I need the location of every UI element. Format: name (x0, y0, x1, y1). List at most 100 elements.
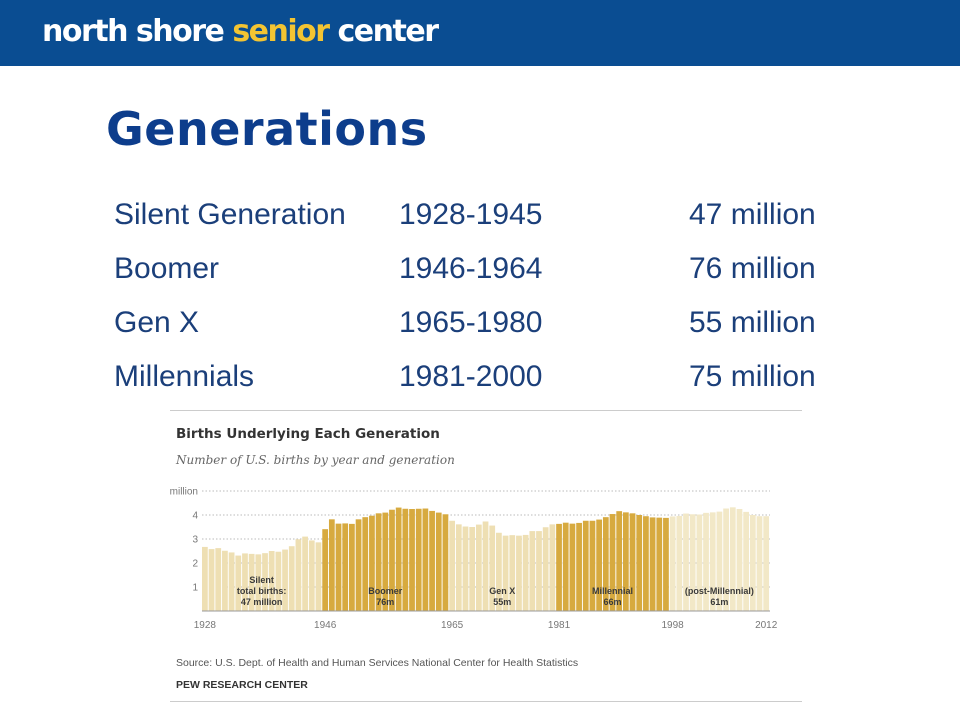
bar-1945 (315, 542, 322, 611)
bar-1971 (489, 525, 496, 611)
bar-1994 (643, 516, 649, 611)
chart-plot: 1 2 3 4 5 million 1928 1946 1965 1981 1998 2012 Sil… (170, 487, 778, 632)
chart-source: Source: U.S. Dept. of Health and Human S… (176, 657, 579, 669)
chart-credit: PEW RESEARCH CENTER (176, 679, 308, 691)
bar-1964 (442, 514, 449, 611)
bar-2008 (736, 509, 743, 611)
x-tick-label: 1965 (441, 620, 464, 631)
bar-1982 (562, 522, 569, 611)
generation-years: 1928-1945 (399, 198, 543, 231)
generation-name: Gen X (114, 306, 200, 339)
bar-2011 (756, 516, 763, 611)
bar-1954 (375, 513, 382, 611)
bar-1967 (462, 526, 469, 611)
bar-1970 (482, 521, 489, 611)
generation-name: Millennials (114, 360, 255, 393)
logo-word-north-shore: north shore (42, 14, 233, 49)
series-label-line: Silent (249, 575, 274, 585)
bar-1932 (228, 552, 235, 611)
bar-2010 (749, 515, 756, 611)
bar-2006 (723, 508, 729, 611)
bar-1949 (342, 523, 349, 611)
bar-1978 (536, 531, 542, 611)
bar-1981 (556, 523, 562, 611)
bar-1929 (208, 549, 215, 611)
bar-1957 (395, 507, 402, 611)
x-tick-label: 1928 (194, 620, 217, 631)
bar-1987 (596, 519, 603, 611)
generation-count: 47 million (689, 198, 816, 231)
bar-2000 (683, 513, 689, 611)
bar-1931 (222, 550, 228, 611)
bar-1939 (275, 551, 282, 611)
series-label-line: (post-Millennial) (685, 586, 754, 596)
bar-1966 (455, 524, 462, 611)
bar-1980 (549, 524, 556, 611)
bar-1965 (449, 520, 455, 611)
bar-1934 (242, 553, 248, 611)
bar-1941 (288, 546, 295, 611)
generation-years: 1965-1980 (399, 306, 543, 339)
bar-1959 (409, 509, 415, 611)
generation-count: 75 million (689, 360, 816, 393)
bar-1928 (202, 546, 208, 611)
y-tick-label: 4 (192, 511, 198, 522)
bar-1955 (382, 512, 389, 611)
generation-years: 1981-2000 (399, 360, 543, 393)
generation-count: 76 million (689, 252, 816, 285)
bar-1972 (496, 532, 502, 611)
series-label-line: Gen X (489, 586, 515, 596)
bar-2001 (689, 514, 696, 611)
bar-1937 (262, 553, 268, 611)
series-label-line: total births: (237, 586, 286, 596)
y-tick-label: 3 (192, 535, 198, 546)
births-chart: Births Underlying Each Generation Number… (170, 405, 802, 705)
generation-count: 55 million (689, 306, 816, 339)
bar-1958 (402, 508, 409, 611)
bar-1943 (302, 536, 308, 611)
x-tick-label: 1981 (548, 620, 571, 631)
y-tick-label: 5 million (170, 487, 198, 498)
generation-name: Boomer (114, 252, 220, 285)
bar-1985 (582, 520, 589, 611)
bar-2005 (716, 511, 723, 611)
bar-1996 (656, 517, 663, 611)
bar-1999 (676, 515, 683, 611)
bar-1938 (268, 551, 275, 611)
bar-2007 (729, 507, 736, 611)
bar-1946 (322, 529, 329, 611)
bar-1944 (308, 540, 315, 611)
bar-1930 (215, 548, 222, 611)
y-tick-label: 2 (192, 559, 198, 570)
bar-1968 (469, 527, 476, 611)
bar-1993 (636, 515, 643, 611)
logo-word-senior: senior (232, 14, 330, 49)
bar-1997 (663, 517, 669, 611)
logo-word-center: center (328, 14, 439, 49)
bar-1992 (629, 513, 636, 611)
bar-1977 (529, 531, 536, 611)
bar-1995 (649, 517, 656, 611)
bar-1942 (295, 539, 302, 611)
generation-years: 1946-1964 (399, 252, 543, 285)
header-bar: north shore senior center (0, 0, 960, 66)
bar-1998 (669, 516, 676, 611)
bar-1950 (349, 523, 355, 611)
chart-title: Births Underlying Each Generation (176, 426, 440, 442)
x-tick-label: 2012 (755, 620, 778, 631)
bar-1953 (369, 515, 375, 611)
bar-1984 (576, 522, 582, 611)
bar-2012 (763, 516, 770, 611)
x-tick-label: 1946 (314, 620, 337, 631)
bar-1986 (589, 520, 596, 611)
bar-1963 (435, 512, 442, 611)
series-label-line: Boomer (368, 586, 403, 596)
logo: north shore senior center (42, 12, 439, 52)
bar-1948 (335, 523, 342, 611)
series-label-line: 47 million (241, 597, 283, 607)
bar-1991 (622, 512, 629, 611)
bar-2003 (703, 512, 709, 611)
bar-1936 (255, 554, 262, 611)
chart-subtitle: Number of U.S. births by year and genera… (176, 453, 455, 467)
series-label-line: Millennial (592, 586, 633, 596)
